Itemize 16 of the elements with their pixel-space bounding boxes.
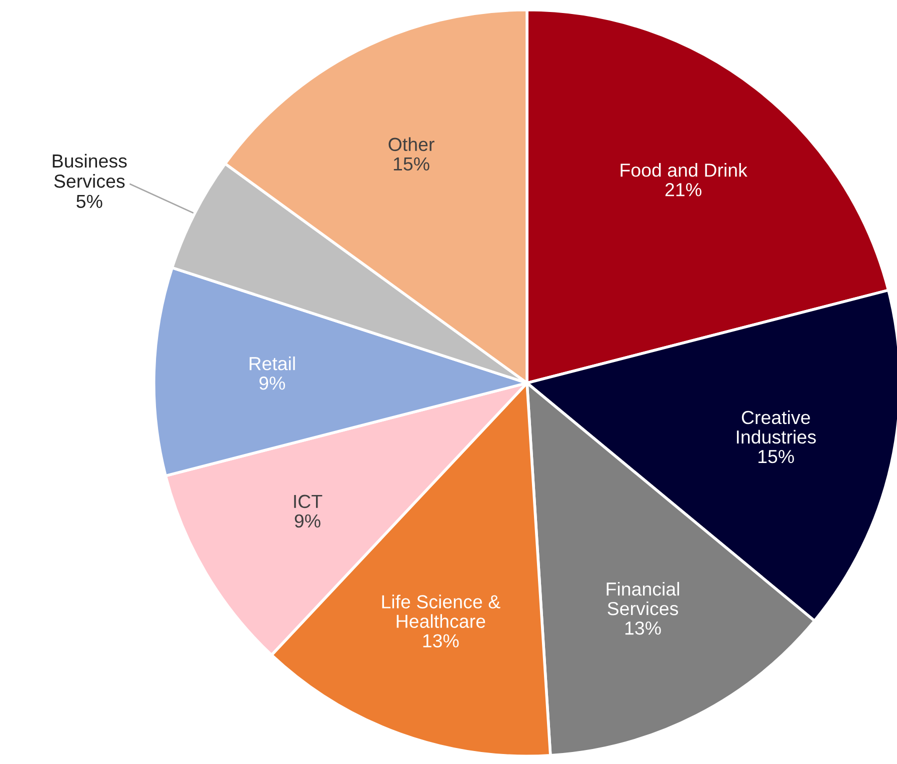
data-label: 5%: [76, 194, 102, 208]
slice-label: Life Science & Healthcare: [382, 594, 500, 628]
data-label: 13%: [423, 634, 459, 648]
data-label: 15%: [758, 450, 794, 464]
slice-label: Creative Industries: [736, 410, 816, 444]
data-label: 21%: [665, 183, 702, 196]
slice-label: ICT: [294, 494, 322, 508]
data-label: 9%: [294, 514, 320, 528]
data-label: 9%: [259, 376, 286, 390]
slice-label: Food and Drink: [620, 163, 748, 177]
slice-label: Financial Services: [606, 582, 680, 616]
data-label: 15%: [394, 157, 430, 171]
slice-label: Retail: [250, 356, 295, 370]
slice-label: Business Services: [52, 154, 127, 188]
data-label: 13%: [625, 621, 661, 635]
slice-label: Other: [388, 137, 434, 152]
